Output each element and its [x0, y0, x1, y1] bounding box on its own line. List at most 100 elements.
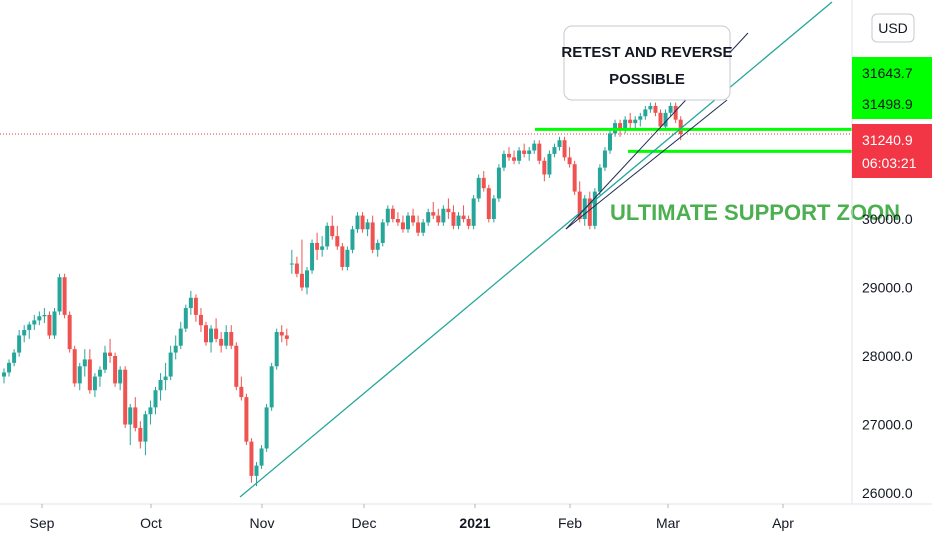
candle [244, 393, 249, 446]
candle-body [375, 242, 380, 250]
candle [330, 215, 335, 240]
candle-body [643, 109, 648, 117]
candle-body [658, 112, 663, 127]
candle-body [67, 314, 72, 350]
candle [491, 195, 496, 223]
candle [501, 150, 506, 172]
candle-body [244, 397, 249, 442]
price-tick-label: 26000.0 [862, 485, 913, 501]
candle [557, 136, 562, 151]
candle-body [501, 153, 506, 168]
candle [512, 150, 517, 165]
candle [269, 362, 274, 411]
candle [224, 325, 229, 350]
time-tick-label: 2021 [459, 515, 490, 531]
candle-body [12, 352, 17, 363]
candle [390, 205, 395, 223]
candle-body [390, 208, 395, 219]
candle-body [219, 338, 224, 346]
callout-box[interactable] [563, 25, 731, 101]
candle-body [517, 150, 522, 161]
candle-body [567, 157, 572, 165]
candle [279, 325, 284, 343]
candle-body [456, 215, 461, 226]
candle-body [360, 215, 365, 230]
candle-body [537, 143, 542, 161]
candle-body [522, 150, 527, 154]
candle-body [421, 222, 426, 233]
candle-body [138, 427, 143, 442]
candle-body [178, 328, 183, 346]
candle [72, 345, 77, 387]
time-tick-label: Apr [772, 515, 794, 531]
time-axis[interactable]: Sep Oct Nov Dec 2021 Feb Mar Apr [30, 504, 795, 531]
candle-body [496, 167, 501, 199]
candle-body [633, 119, 638, 124]
candle [532, 140, 537, 154]
candle-body [648, 105, 653, 110]
candle-body [476, 177, 481, 199]
price-tick-label: 30000.0 [862, 211, 913, 227]
drawings-layer [239, 1, 852, 498]
candle-body [577, 191, 582, 219]
candle-body [173, 345, 178, 353]
candle-body [678, 119, 683, 134]
candle [133, 397, 138, 432]
time-tick-label: Sep [30, 515, 55, 531]
currency-button[interactable] [871, 13, 915, 43]
candle [562, 136, 567, 161]
time-tick-label: Oct [140, 515, 162, 531]
candle-body [330, 225, 335, 237]
candle [173, 335, 178, 360]
time-tick-label: Dec [352, 515, 377, 531]
candle-body [198, 314, 203, 326]
price-axis[interactable]: 26000.027000.028000.029000.030000.032000… [862, 74, 913, 501]
candle [204, 321, 208, 346]
candle [345, 246, 350, 271]
candle [481, 171, 486, 192]
candle [466, 215, 471, 230]
candle-body [557, 140, 562, 148]
candle-body [77, 366, 82, 384]
time-tick-label: Feb [558, 515, 582, 531]
candle-body [108, 352, 113, 356]
candle-body [239, 386, 244, 398]
candle [67, 311, 72, 353]
candle [375, 239, 380, 257]
candle-body [527, 150, 532, 154]
candle [294, 256, 299, 278]
candle-body [128, 407, 133, 425]
candle-body [461, 215, 466, 219]
candle-body [491, 198, 496, 219]
candle [451, 205, 456, 230]
candle [103, 345, 107, 374]
candle [2, 368, 6, 384]
candle-body [572, 164, 577, 192]
time-tick-label: Nov [250, 515, 275, 531]
candle [310, 239, 315, 274]
candle-body [486, 188, 491, 219]
candle-body [305, 270, 309, 288]
level-tag-upper-bg [852, 57, 932, 89]
candle-body [224, 332, 229, 346]
candle-body [183, 308, 188, 329]
candle-body [335, 236, 340, 247]
candle [461, 205, 466, 223]
candle [193, 294, 198, 322]
candle [350, 225, 355, 254]
candle-body [431, 212, 436, 216]
candle [97, 366, 102, 387]
candle-body [355, 215, 360, 230]
candle-body [274, 332, 279, 367]
candle-body [608, 133, 612, 151]
candle [431, 201, 436, 219]
candles-layer [2, 102, 683, 487]
candle-body [118, 369, 123, 384]
candle-body [587, 198, 592, 226]
candle-body [668, 105, 673, 113]
candle [87, 349, 92, 394]
candle-body [310, 242, 315, 271]
candle [628, 112, 633, 130]
support-zone-label: ULTIMATE SUPPORT ZOON [610, 200, 900, 225]
